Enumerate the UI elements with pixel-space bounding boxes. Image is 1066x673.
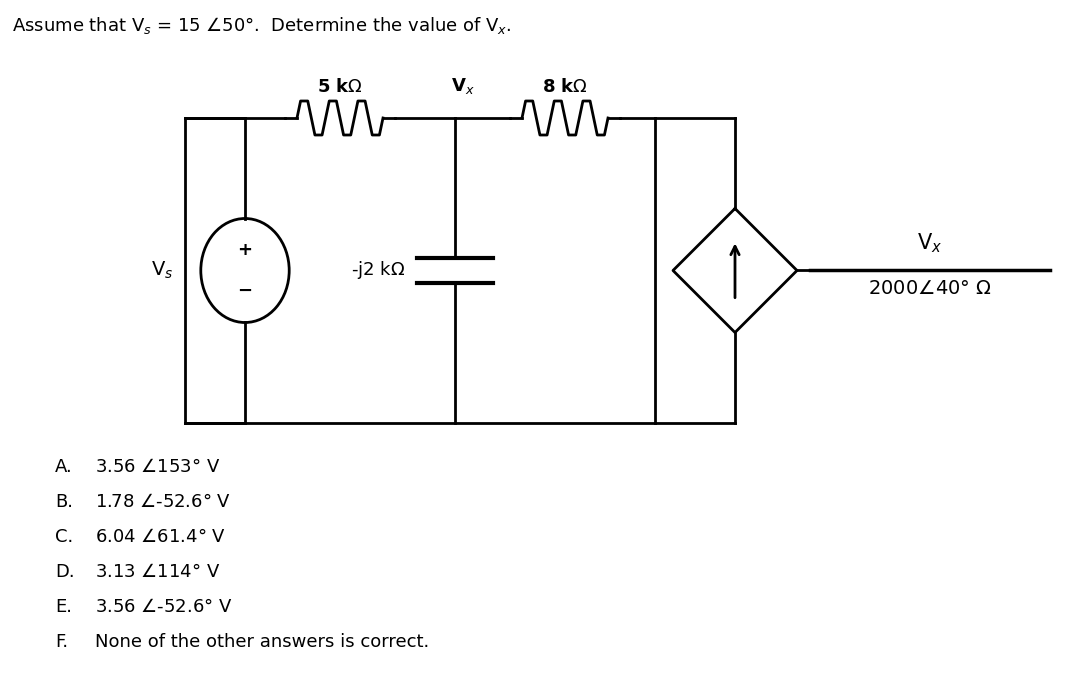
Text: B.: B. bbox=[55, 493, 72, 511]
Text: 6.04 $\angle$61.4° V: 6.04 $\angle$61.4° V bbox=[95, 528, 226, 546]
Text: 3.56 $\angle$153° V: 3.56 $\angle$153° V bbox=[95, 458, 221, 476]
Text: 1.78 $\angle$-52.6° V: 1.78 $\angle$-52.6° V bbox=[95, 493, 231, 511]
Text: 2000$\angle$40° $\Omega$: 2000$\angle$40° $\Omega$ bbox=[868, 279, 992, 297]
Text: V$_s$: V$_s$ bbox=[150, 260, 173, 281]
Text: V$_x$: V$_x$ bbox=[918, 232, 942, 256]
Text: C.: C. bbox=[55, 528, 74, 546]
Text: V$_x$: V$_x$ bbox=[451, 76, 474, 96]
Text: −: − bbox=[238, 281, 253, 299]
Text: None of the other answers is correct.: None of the other answers is correct. bbox=[95, 633, 430, 651]
Text: A.: A. bbox=[55, 458, 72, 476]
Text: -j2 k$\Omega$: -j2 k$\Omega$ bbox=[351, 260, 405, 281]
Text: 3.13 $\angle$114° V: 3.13 $\angle$114° V bbox=[95, 563, 221, 581]
Text: E.: E. bbox=[55, 598, 72, 616]
Text: F.: F. bbox=[55, 633, 68, 651]
Text: 3.56 $\angle$-52.6° V: 3.56 $\angle$-52.6° V bbox=[95, 598, 232, 616]
Text: 8 k$\Omega$: 8 k$\Omega$ bbox=[543, 78, 587, 96]
Text: +: + bbox=[238, 242, 253, 260]
Text: 5 k$\Omega$: 5 k$\Omega$ bbox=[317, 78, 362, 96]
Text: D.: D. bbox=[55, 563, 75, 581]
Text: Assume that V$_s$ = 15 $\angle$50°.  Determine the value of V$_x$.: Assume that V$_s$ = 15 $\angle$50°. Dete… bbox=[12, 15, 512, 36]
